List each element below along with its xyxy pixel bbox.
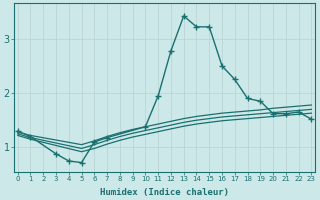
X-axis label: Humidex (Indice chaleur): Humidex (Indice chaleur) — [100, 188, 229, 197]
